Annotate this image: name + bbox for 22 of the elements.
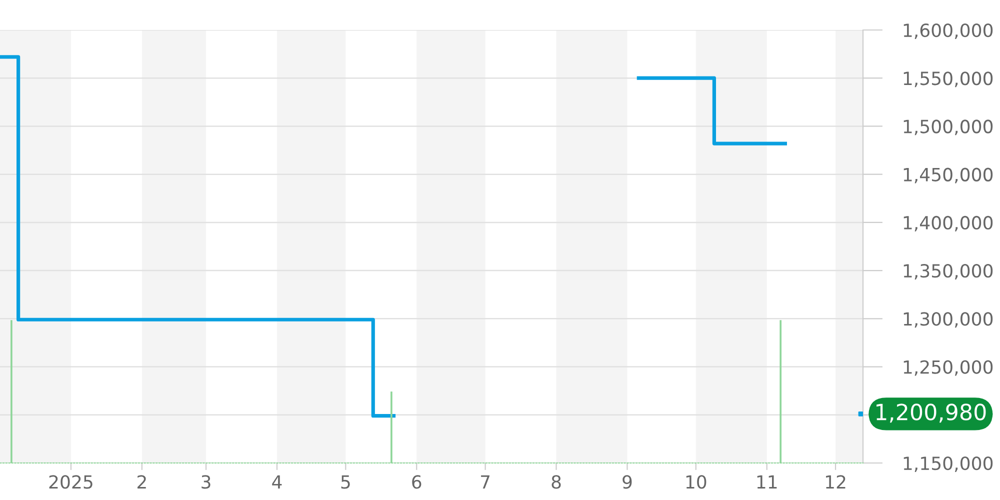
x-tick-label: 9	[622, 475, 632, 489]
y-tick-label: 1,550,000	[904, 72, 993, 88]
y-tick-label: 1,300,000	[904, 312, 993, 328]
y-tick-label: 1,400,000	[904, 216, 993, 232]
y-tick-label: 1,250,000	[904, 360, 993, 376]
y-tick-label: 1,500,000	[904, 120, 993, 136]
x-tick-label: 10	[686, 475, 706, 489]
x-tick-label: 2	[138, 475, 146, 489]
x-tick-label: 8	[552, 475, 561, 489]
x-tick-label: 7	[481, 475, 490, 489]
y-tick-label: 1,600,000	[904, 23, 993, 39]
x-tick-label: 12	[826, 475, 846, 489]
x-tick-label: 2025	[49, 475, 92, 489]
x-tick-label: 5	[341, 475, 350, 489]
annotation: 1,200,980	[876, 404, 986, 423]
y-tick-label: 1,350,000	[904, 264, 993, 280]
x-tick-label: 6	[412, 475, 422, 489]
x-tick-label: 3	[202, 475, 210, 489]
x-tick-label: 4	[272, 475, 282, 489]
x-tick-label: 11	[757, 475, 777, 489]
y-tick-label: 1,150,000	[904, 456, 993, 472]
y-tick-label: 1,450,000	[904, 168, 993, 184]
